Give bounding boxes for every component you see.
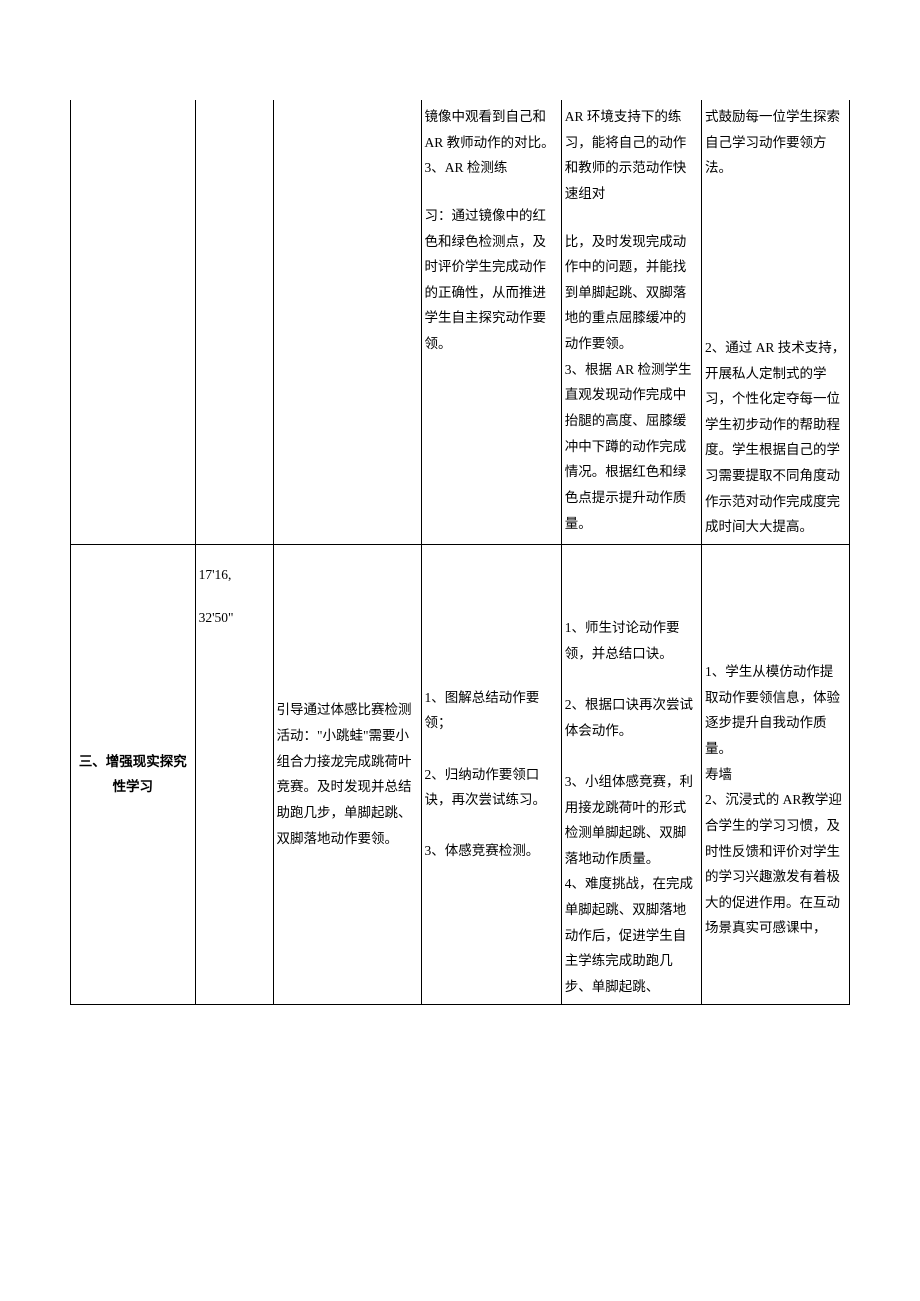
cell-text: 式鼓励每一位学生探索自己学习动作要领方法。 xyxy=(705,109,840,175)
cell-text: 1、学生从模仿动作提取动作要领信息，体验逐步提升自我动作质量。寿墙2、沉浸式的 … xyxy=(705,664,842,935)
cell-text: 1、师生讨论动作要领，并总结口诀。2、根据口诀再次尝试体会动作。3、小组体感竞赛… xyxy=(565,620,693,994)
time-2: 32'50" xyxy=(199,610,234,625)
cell-text: 习：通过镜像中的红色和绿色检测点，及时评价学生完成动作的正确性，从而推进学生自主… xyxy=(425,208,547,351)
student-activity-cell-1: AR 环境支持下的练习，能将自己的动作和教师的示范动作快速组对 比，及时发现完成… xyxy=(561,100,701,545)
guide-cell-2: 引导通过体感比赛检测活动："小跳蛙"需要小组合力接龙完成跳荷叶竞赛。及时发现并总… xyxy=(273,545,421,1005)
teacher-activity-cell-2: 1、图解总结动作要领；2、归纳动作要领口诀，再次尝试练习。3、体感竞赛检测。 xyxy=(421,545,561,1005)
table-row-1: 镜像中观看到自己和 AR 教师动作的对比。3、AR 检测练 习：通过镜像中的红色… xyxy=(71,100,850,545)
time-1: 17'16, xyxy=(199,567,232,582)
cell-text: AR 环境支持下的练习，能将自己的动作和教师的示范动作快速组对 xyxy=(565,109,687,201)
section-cell-1 xyxy=(71,100,196,545)
cell-text: 比，及时发现完成动作中的问题，并能找到单脚起跳、双脚落地的重点屈膝缓冲的动作要领… xyxy=(565,234,692,531)
table-row-2: 三、增强现实探究性学习 17'16, 32'50" 引导通过体感比赛检测活动："… xyxy=(71,545,850,1005)
design-intent-cell-1: 式鼓励每一位学生探索自己学习动作要领方法。 2、通过 AR 技术支持，开展私人定… xyxy=(701,100,849,545)
student-activity-cell-2: 1、师生讨论动作要领，并总结口诀。2、根据口诀再次尝试体会动作。3、小组体感竞赛… xyxy=(561,545,701,1005)
section-title-cell: 三、增强现实探究性学习 xyxy=(71,545,196,1005)
cell-text: 引导通过体感比赛检测活动："小跳蛙"需要小组合力接龙完成跳荷叶竞赛。及时发现并总… xyxy=(277,702,412,845)
section-title: 三、增强现实探究性学习 xyxy=(79,754,187,795)
cell-text: 1、图解总结动作要领；2、归纳动作要领口诀，再次尝试练习。3、体感竞赛检测。 xyxy=(425,690,547,859)
time-cell-1 xyxy=(195,100,273,545)
design-intent-cell-2: 1、学生从模仿动作提取动作要领信息，体验逐步提升自我动作质量。寿墙2、沉浸式的 … xyxy=(701,545,849,1005)
cell-text: 镜像中观看到自己和 AR 教师动作的对比。3、AR 检测练 xyxy=(425,109,555,175)
guide-cell-1 xyxy=(273,100,421,545)
teacher-activity-cell-1: 镜像中观看到自己和 AR 教师动作的对比。3、AR 检测练 习：通过镜像中的红色… xyxy=(421,100,561,545)
cell-text: 2、通过 AR 技术支持，开展私人定制式的学习，个性化定夺每一位学生初步动作的帮… xyxy=(705,340,845,534)
time-cell-2: 17'16, 32'50" xyxy=(195,545,273,1005)
lesson-plan-table: 镜像中观看到自己和 AR 教师动作的对比。3、AR 检测练 习：通过镜像中的红色… xyxy=(70,100,850,1005)
